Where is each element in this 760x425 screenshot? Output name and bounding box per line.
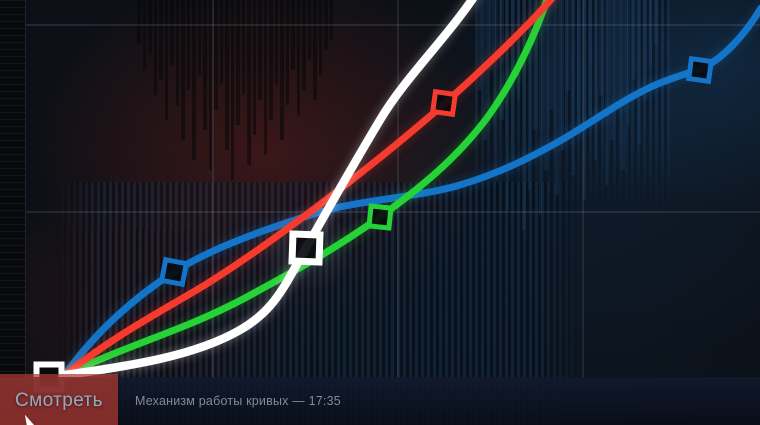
gridline-vertical — [397, 0, 399, 378]
histogram-bar — [263, 0, 267, 155]
histogram-bar — [582, 0, 586, 200]
watch-highlight — [0, 374, 118, 425]
histogram-texture-topright — [475, 0, 670, 208]
histogram-bar — [522, 0, 526, 230]
red-channel-curve — [61, 0, 556, 379]
histogram-bar — [137, 0, 141, 45]
histogram-bar — [236, 0, 240, 125]
histogram-bar — [153, 0, 157, 95]
histogram-bar — [648, 0, 652, 65]
histogram-bar — [571, 0, 575, 175]
histogram-bar — [621, 0, 625, 170]
histogram-bar — [164, 0, 168, 120]
histogram-bar — [538, 0, 542, 215]
histogram-bar — [494, 0, 498, 180]
histogram-bar — [604, 0, 608, 185]
histogram-bar — [203, 0, 207, 130]
histogram-bar — [175, 0, 179, 105]
histogram-bar — [643, 0, 647, 100]
histogram-bar — [197, 0, 201, 75]
video-info-bar[interactable]: Механизм работы кривых — 17:35 — [0, 377, 760, 425]
histogram-bar — [489, 0, 493, 70]
histogram-bar — [214, 0, 218, 110]
histogram-bar — [159, 0, 163, 80]
histogram-bar — [230, 0, 234, 180]
histogram-bar — [560, 0, 564, 150]
histogram-bar — [313, 0, 317, 100]
histogram-bar — [148, 0, 152, 55]
gridline-horizontal — [26, 24, 760, 26]
gridline-vertical — [212, 0, 214, 378]
histogram-bar — [258, 0, 262, 100]
histogram-bar — [593, 0, 597, 160]
histogram-bar — [544, 0, 548, 170]
histogram-bar — [302, 0, 306, 90]
histogram-bar — [637, 0, 641, 145]
histogram-bar — [252, 0, 256, 135]
histogram-bar — [478, 0, 482, 90]
left-ruler-strip — [0, 0, 26, 425]
histogram-bar — [219, 0, 223, 85]
histogram-bar — [318, 0, 322, 75]
histogram-bar — [527, 0, 531, 190]
blue-channel-control-point — [158, 256, 190, 288]
histogram-bar — [577, 0, 581, 135]
histogram-bar — [307, 0, 311, 60]
histogram-bar — [505, 0, 509, 210]
histogram-bar — [192, 0, 196, 160]
histogram-bar — [324, 0, 328, 50]
histogram-bar — [291, 0, 295, 70]
histogram-bar — [599, 0, 603, 95]
histogram-bar — [274, 0, 278, 85]
histogram-bar — [170, 0, 174, 65]
histogram-bar — [632, 0, 636, 80]
master-control-point — [288, 230, 324, 266]
watch-button[interactable]: Смотреть — [15, 390, 103, 411]
green-channel-control-point — [366, 203, 394, 231]
histogram-bar — [516, 0, 520, 100]
histogram-bar — [549, 0, 553, 110]
histogram-bar — [500, 0, 504, 120]
histogram-bar — [241, 0, 245, 95]
gridline-vertical — [582, 0, 584, 378]
histogram-bar — [329, 0, 333, 40]
red-channel-control-point — [429, 88, 459, 118]
histogram-bar — [247, 0, 251, 165]
histogram-bar — [533, 0, 537, 130]
histogram-bar — [296, 0, 300, 115]
histogram-bar — [626, 0, 630, 125]
blue-channel-control-point — [685, 55, 715, 85]
histogram-bars-left — [0, 0, 760, 380]
histogram-bar — [142, 0, 146, 70]
histogram-bar — [615, 0, 619, 105]
histogram-bar — [225, 0, 229, 150]
histogram-bar — [610, 0, 614, 140]
histogram-bar — [269, 0, 273, 120]
histogram-bar — [186, 0, 190, 90]
histogram-bar — [654, 0, 658, 45]
histogram-bar — [588, 0, 592, 115]
video-caption: Механизм работы кривых — 17:35 — [135, 394, 341, 408]
histogram-bar — [181, 0, 185, 140]
histogram-bar — [566, 0, 570, 90]
histogram-bar — [280, 0, 284, 140]
histogram-bar — [285, 0, 289, 105]
histogram-bar — [555, 0, 559, 195]
histogram-bar — [208, 0, 212, 170]
green-channel-curve — [61, 0, 551, 379]
